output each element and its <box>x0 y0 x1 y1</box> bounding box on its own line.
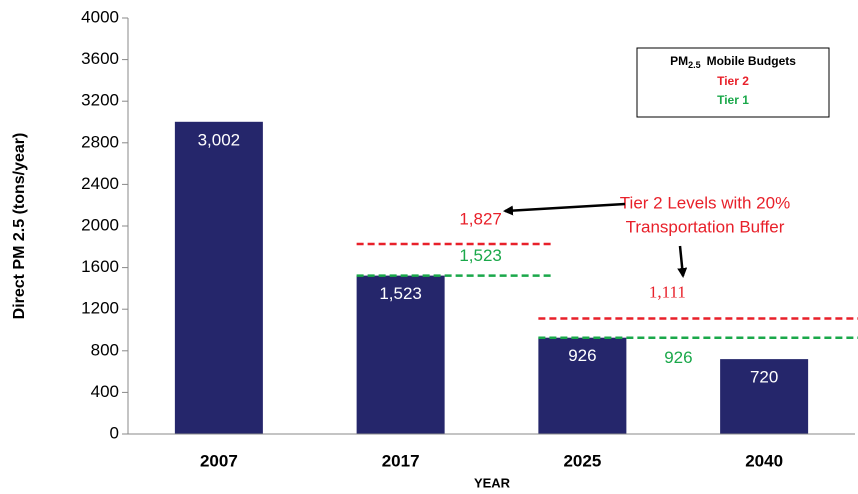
bar <box>356 275 445 434</box>
x-axis-label: YEAR <box>474 475 511 490</box>
budget-label: 926 <box>664 348 692 367</box>
y-tick-label: 1200 <box>81 299 119 318</box>
annotation: Tier 2 Levels with 20% <box>620 193 790 212</box>
y-tick-label: 2000 <box>81 215 119 234</box>
y-tick-label: 2400 <box>81 174 119 193</box>
legend-entry: Tier 1 <box>717 93 749 107</box>
bar <box>538 337 627 434</box>
y-axis-label: Direct PM 2.5 (tons/year) <box>11 133 28 320</box>
y-tick-label: 4000 <box>81 7 119 26</box>
legend-entry: Tier 2 <box>717 74 749 88</box>
legend-box <box>636 47 830 118</box>
bar <box>720 359 809 434</box>
value-label: 1,523 <box>379 284 422 303</box>
y-tick-label: 0 <box>110 423 119 442</box>
arrow <box>677 245 688 278</box>
arrow <box>503 202 626 216</box>
y-tick-label: 400 <box>91 382 119 401</box>
y-tick-label: 800 <box>91 340 119 359</box>
legend-title: PM2.5 Mobile Budgets <box>670 54 796 70</box>
value-label: 926 <box>568 346 596 365</box>
bar <box>174 121 263 435</box>
y-tick-label: 3200 <box>81 91 119 110</box>
x-tick-label: 2040 <box>745 451 783 470</box>
value-label: 3,002 <box>198 130 241 149</box>
budget-label: 1,111 <box>649 282 686 301</box>
x-tick-label: 2007 <box>200 451 238 470</box>
annotation: Transportation Buffer <box>626 217 785 236</box>
budget-label: 1,827 <box>459 209 502 228</box>
budget-label: 1,523 <box>459 246 502 265</box>
value-label: 720 <box>750 368 778 387</box>
x-tick-label: 2025 <box>563 451 601 470</box>
x-tick-label: 2017 <box>382 451 420 470</box>
y-tick-label: 1600 <box>81 257 119 276</box>
y-tick-label: 2800 <box>81 132 119 151</box>
y-tick-label: 3600 <box>81 49 119 68</box>
